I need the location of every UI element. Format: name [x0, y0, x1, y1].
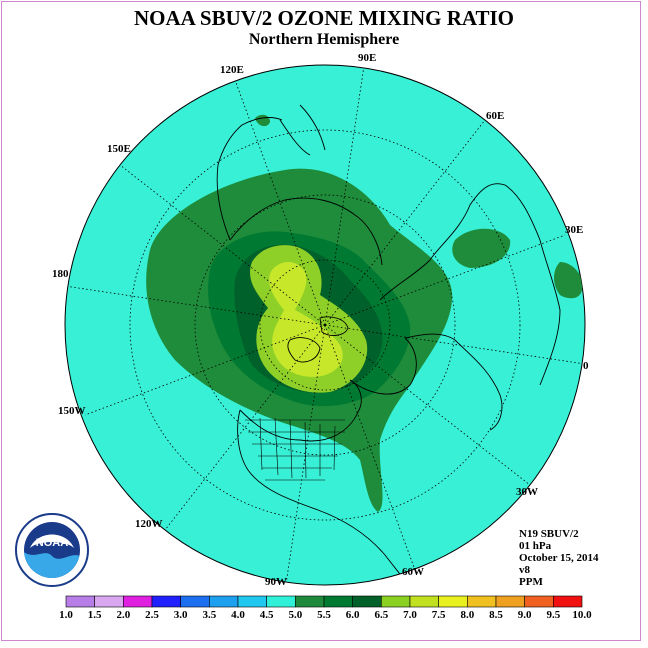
lon-label-60e: 60E	[486, 110, 505, 122]
map-subtitle: Northern Hemisphere	[248, 31, 400, 48]
north-america-coast	[237, 379, 413, 585]
info-level: 01 hPa	[519, 540, 552, 552]
lon-label-90w: 90W	[265, 576, 287, 588]
lon-label-60w: 60W	[402, 566, 424, 578]
lon-label-120e: 120E	[220, 64, 244, 76]
lon-label-180: 180	[52, 268, 69, 280]
greenland-coast	[349, 337, 417, 395]
japan-coast	[279, 104, 326, 156]
graticule	[65, 65, 585, 585]
map-frame	[1, 1, 641, 641]
color-scale-tick-label: 4.0	[231, 609, 245, 621]
info-units: PPM	[519, 576, 543, 588]
data-info: N19 SBUV/2 01 hPa October 15, 2014 v8 PP…	[519, 528, 599, 588]
color-scale-tick-label: 7.5	[431, 609, 446, 621]
lon-label-120w: 120W	[135, 518, 163, 530]
band-5-0-patch-east	[452, 228, 511, 268]
band-7-0	[269, 261, 343, 377]
us-grid	[245, 417, 345, 481]
color-scale-tick-label: 7.0	[403, 609, 417, 621]
color-scale-tick-label: 3.5	[202, 609, 217, 621]
color-scale-tick-label: 3.0	[173, 609, 188, 621]
color-scale-tick-label: 4.5	[259, 609, 274, 621]
lon-label-30e: 30E	[565, 224, 584, 236]
color-scale-tick-label: 8.0	[460, 609, 475, 621]
lon-label-150e: 150E	[107, 143, 131, 155]
color-scale-tick-label: 8.5	[489, 609, 503, 621]
ozone-contours	[146, 114, 583, 512]
color-scale-tick-label: 2.0	[116, 609, 131, 621]
band-5-0-patch-edge	[554, 262, 583, 299]
color-scale-tick-label: 9.5	[546, 609, 561, 621]
map-title: NOAA SBUV/2 OZONE MIXING RATIO	[134, 6, 514, 30]
color-scale-tick-label: 5.0	[288, 609, 303, 621]
lon-label-90e: 90E	[358, 52, 377, 64]
kamchatka-coast	[216, 117, 283, 241]
color-scale-tick-label: 2.5	[145, 609, 159, 621]
lon-label-150w: 150W	[58, 405, 86, 417]
asia-north-coast	[229, 197, 383, 266]
color-scale-tick-label: 1.5	[87, 609, 102, 621]
coastlines	[216, 104, 561, 585]
color-scale-tick-label: 6.0	[345, 609, 360, 621]
arctic-islands	[287, 316, 349, 363]
eurasia-coast	[379, 183, 561, 431]
info-version: v8	[519, 564, 530, 576]
info-date: October 15, 2014	[519, 552, 599, 564]
color-scale-tick-label: 1.0	[59, 609, 73, 621]
lon-label-30w: 30W	[516, 486, 538, 498]
info-satellite: N19 SBUV/2	[519, 528, 579, 540]
lon-label-0: 0	[583, 360, 589, 372]
color-scale-tick-label: 10.0	[572, 609, 592, 621]
color-scale-tick-label: 9.0	[517, 609, 532, 621]
color-scale-tick-label: 5.5	[317, 609, 331, 621]
color-scale-tick-label: 6.5	[374, 609, 389, 621]
